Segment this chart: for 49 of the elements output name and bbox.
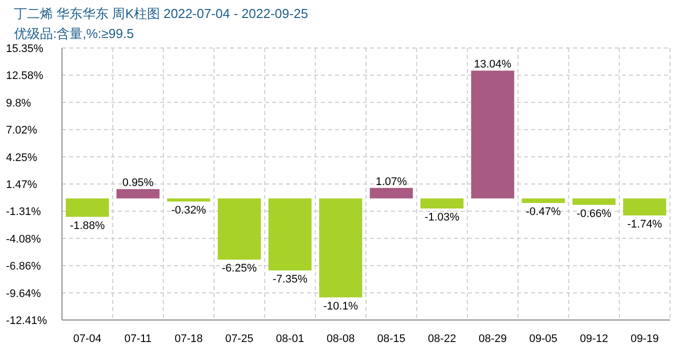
bar bbox=[522, 198, 565, 204]
data-label: -7.35% bbox=[272, 273, 308, 286]
bar bbox=[116, 189, 160, 198]
bar bbox=[572, 198, 616, 205]
y-tick-label: 4.25% bbox=[6, 152, 38, 164]
data-label: -0.32% bbox=[171, 204, 206, 217]
bar bbox=[471, 70, 514, 198]
data-label: -1.03% bbox=[424, 211, 460, 224]
bar bbox=[66, 198, 109, 217]
y-tick-label: 15.35% bbox=[6, 43, 44, 55]
y-tick-label: -1.31% bbox=[6, 206, 42, 218]
data-label: 1.07% bbox=[376, 176, 408, 188]
data-label: -0.66% bbox=[576, 208, 612, 220]
bar bbox=[218, 198, 261, 260]
y-tick-label: -12.41% bbox=[6, 315, 48, 327]
y-tick-label: -6.86% bbox=[6, 260, 42, 273]
x-tick-label: 07-04 bbox=[73, 333, 102, 345]
data-label: 13.04% bbox=[474, 58, 512, 71]
data-label: -1.74% bbox=[627, 218, 662, 230]
data-label: -6.25% bbox=[222, 262, 257, 275]
data-label: -1.88% bbox=[70, 220, 105, 232]
y-tick-label: -4.08% bbox=[6, 233, 42, 246]
bar bbox=[370, 188, 413, 198]
chart-subtitle: 优级品:含量,%:≥99.5 bbox=[14, 26, 134, 41]
x-tick-label: 07-25 bbox=[225, 333, 254, 345]
data-label: -0.47% bbox=[526, 206, 561, 218]
data-label: -10.1% bbox=[323, 300, 358, 312]
bar bbox=[420, 198, 464, 208]
x-tick-label: 07-11 bbox=[124, 333, 152, 345]
bar bbox=[319, 198, 362, 298]
x-tick-label: 08-01 bbox=[276, 333, 304, 345]
x-tick-label: 07-18 bbox=[174, 333, 203, 345]
x-tick-label: 08-22 bbox=[428, 333, 456, 345]
x-tick-label: 08-15 bbox=[377, 333, 406, 345]
y-tick-label: 1.47% bbox=[6, 179, 38, 191]
x-tick-label: 09-19 bbox=[630, 333, 659, 345]
bar bbox=[268, 198, 312, 270]
chart-title: 丁二烯 华东华东 周K柱图 2022-07-04 - 2022-09-25 bbox=[14, 6, 308, 21]
y-tick-label: -9.64% bbox=[6, 288, 42, 300]
y-tick-label: 12.58% bbox=[6, 70, 44, 82]
x-tick-label: 08-08 bbox=[326, 333, 355, 345]
bar bbox=[167, 198, 210, 202]
x-tick-label: 09-05 bbox=[529, 333, 558, 345]
y-tick-label: 7.02% bbox=[6, 124, 38, 137]
bar bbox=[623, 198, 666, 216]
x-tick-label: 09-12 bbox=[580, 333, 608, 345]
data-label: 0.95% bbox=[122, 177, 154, 190]
y-tick-label: 9.8% bbox=[6, 97, 32, 110]
x-tick-label: 08-29 bbox=[478, 333, 507, 345]
